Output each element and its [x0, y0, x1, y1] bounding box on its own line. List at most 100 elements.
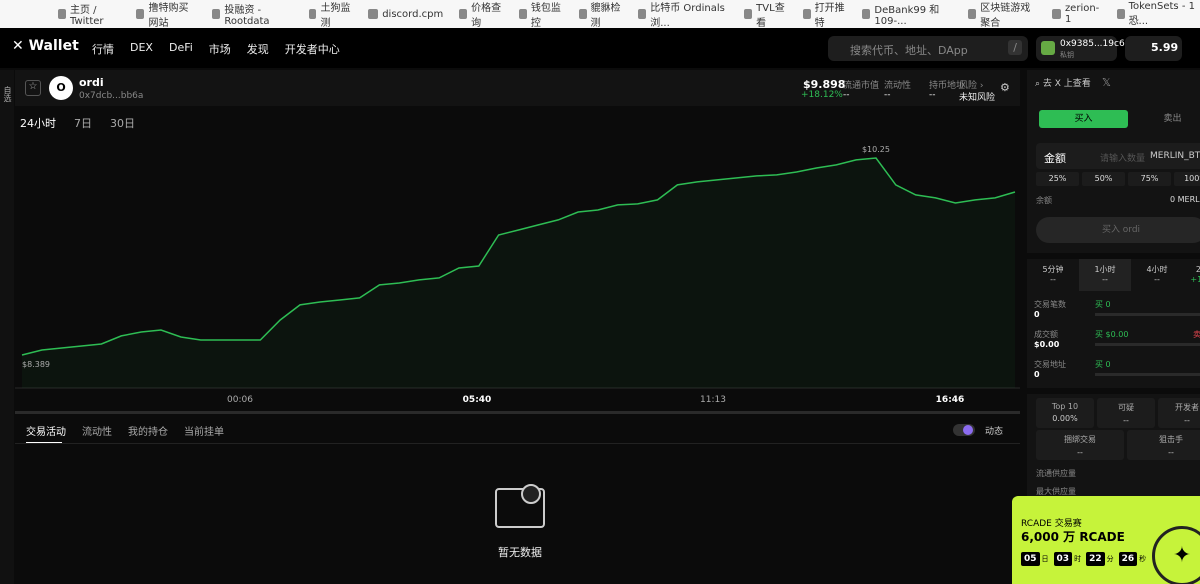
countdown-unit: 日 [1041, 555, 1049, 563]
divider [15, 443, 1020, 444]
nav-menu-item[interactable]: DEX [130, 41, 153, 54]
bookmark[interactable]: 打开推特 [803, 0, 847, 28]
x-tick-label: 05:40 [463, 395, 492, 405]
row-bar [1095, 373, 1200, 376]
amount-input[interactable]: 金额 请输入数量 MERLIN_BTC [1036, 143, 1200, 169]
bookmark[interactable]: 貔貅检测 [579, 0, 623, 28]
metric-card[interactable]: 狙击手 -- [1127, 430, 1200, 460]
supply-label: 最大供应量 [1036, 487, 1076, 496]
stat-value: 未知风险 [959, 93, 996, 103]
buy-button[interactable]: 买入 ordi [1036, 217, 1200, 243]
bookmark[interactable]: 土狗监测 [309, 0, 353, 28]
activity-tab[interactable]: 流动性 [82, 427, 112, 438]
row-buy: 买 0 [1095, 300, 1111, 309]
amount-placeholder: 请输入数量 [1100, 154, 1146, 164]
percent-button[interactable]: 100% [1174, 172, 1200, 186]
period-tab[interactable]: 24小时+18.12% [1183, 259, 1200, 291]
period-tab[interactable]: 1小时 -- [1079, 259, 1131, 291]
period-label: 5分钟 [1042, 265, 1064, 274]
card-value: 0.00% [1052, 414, 1078, 423]
gap [1027, 388, 1200, 394]
percent-button[interactable]: 50% [1082, 172, 1125, 186]
token-change: +18.12% [801, 90, 843, 100]
nav-menu-item[interactable]: 行情 [92, 43, 114, 56]
token-address[interactable]: 0x7dcb...bb6a [79, 91, 144, 101]
bookmark[interactable]: TokenSets - 1 恐... [1117, 1, 1200, 27]
period-tab[interactable]: 5分钟 -- [1027, 259, 1079, 291]
card-value: -- [1123, 416, 1129, 425]
search-key: / [1008, 40, 1022, 55]
row-value: $0.00 [1034, 340, 1060, 349]
activity-tab[interactable]: 交易活动 [26, 427, 66, 438]
nav-menu-item[interactable]: 开发者中心 [284, 43, 340, 56]
sell-tab[interactable]: 卖出 [1163, 114, 1182, 124]
search-box[interactable]: 搜索代币、地址、DApp / [828, 36, 1028, 61]
percent-button[interactable]: 25% [1036, 172, 1079, 186]
toggle[interactable] [953, 424, 975, 436]
period-value: -- [1102, 275, 1108, 284]
bookmark[interactable]: 投融资 - Rootdata [212, 1, 292, 27]
period-tab[interactable]: 4小时 -- [1131, 259, 1183, 291]
token-icon: O [49, 76, 73, 100]
price-chart: $10.25 $8.389 00:06 05:40 11:13 16:46 [15, 145, 1020, 405]
brand-text: Wallet [28, 38, 79, 54]
percent-button[interactable]: 75% [1128, 172, 1171, 186]
sidebar: 自选 [0, 70, 14, 584]
buy-tab[interactable]: 买入 [1039, 110, 1128, 128]
balance-button[interactable]: 5.99 [1125, 36, 1182, 61]
metric-card[interactable]: 开发者 -- [1158, 398, 1200, 428]
nav-menu-item[interactable]: 发现 [246, 43, 269, 56]
activity-tab[interactable]: 当前挂单 [184, 427, 224, 438]
view-on-x[interactable]: ⌕ 去 X 上查看 [1035, 79, 1091, 89]
bookmark[interactable]: 比特币 Ordinals 浏... [638, 0, 728, 28]
metric-card[interactable]: 可疑 -- [1097, 398, 1155, 428]
nav-menu-item[interactable]: 市场 [208, 43, 231, 56]
account-button[interactable]: 0x9385...19c6 私钥 [1036, 36, 1125, 61]
account-address: 0x9385...19c6 [1060, 39, 1125, 49]
account-avatar [1041, 41, 1055, 55]
x-icon[interactable]: 𝕏 [1102, 76, 1111, 89]
bookmark[interactable]: 主页 / Twitter [58, 1, 120, 27]
amount-currency: MERLIN_BTC [1150, 151, 1200, 161]
bookmark[interactable]: 价格查询 [459, 0, 503, 28]
empty-icon-lens [521, 484, 541, 504]
period-value: -- [1050, 275, 1056, 284]
stat-label: 流动性 [884, 81, 912, 91]
metric-card[interactable]: 捆绑交易 -- [1036, 430, 1124, 460]
promo-title: RCADE 交易赛 [1021, 519, 1082, 529]
token-name: ordi [79, 76, 104, 89]
period-label: 24小时 [1195, 265, 1200, 274]
sidebar-label[interactable]: 自选 [3, 86, 12, 102]
card-value: -- [1077, 448, 1083, 457]
stat-label: 持币地址 [929, 81, 966, 91]
balance-label: 余额 [1036, 196, 1052, 205]
row-label: 交易笔数 [1034, 300, 1066, 309]
stat-value: -- [843, 90, 850, 100]
countdown-unit: 时 [1074, 555, 1082, 563]
splitter[interactable] [15, 411, 1020, 414]
range-tab[interactable]: 30日 [110, 117, 135, 130]
activity-tab[interactable]: 我的持仓 [128, 427, 168, 438]
row-buy: 买 $0.00 [1095, 330, 1129, 339]
bookmark[interactable]: 区块链游戏聚合 [968, 0, 1036, 28]
row-sell: 卖 [1193, 330, 1200, 339]
range-tab[interactable]: 24小时 [20, 117, 56, 130]
settings-icon[interactable]: ⚙ [1000, 81, 1010, 94]
bookmark[interactable]: discord.cpm [368, 9, 443, 20]
brand[interactable]: ✕ Wallet [12, 38, 79, 54]
bookmark[interactable]: TVL查看 [744, 0, 786, 28]
range-tab[interactable]: 7日 [74, 117, 92, 130]
row-bar [1095, 313, 1200, 316]
empty-icon [495, 484, 545, 528]
bookmark[interactable]: DeBank99 和109-... [862, 1, 952, 27]
toggle-knob [963, 425, 973, 435]
min-label: $8.389 [22, 360, 50, 369]
metric-card[interactable]: Top 10 0.00% [1036, 398, 1094, 428]
promo-banner[interactable]: RCADE 交易赛 6,000 万 RCADE ✦ 05 日 03 时 22 分 26 秒 [1012, 496, 1200, 584]
nav-menu-item[interactable]: DeFi [168, 41, 193, 54]
bookmark[interactable]: 撸特购买网站 [136, 0, 196, 28]
bookmark[interactable]: zerion-1 [1052, 3, 1100, 25]
favorite-button[interactable]: ☆ [25, 80, 41, 96]
bookmark[interactable]: 钱包监控 [519, 0, 563, 28]
